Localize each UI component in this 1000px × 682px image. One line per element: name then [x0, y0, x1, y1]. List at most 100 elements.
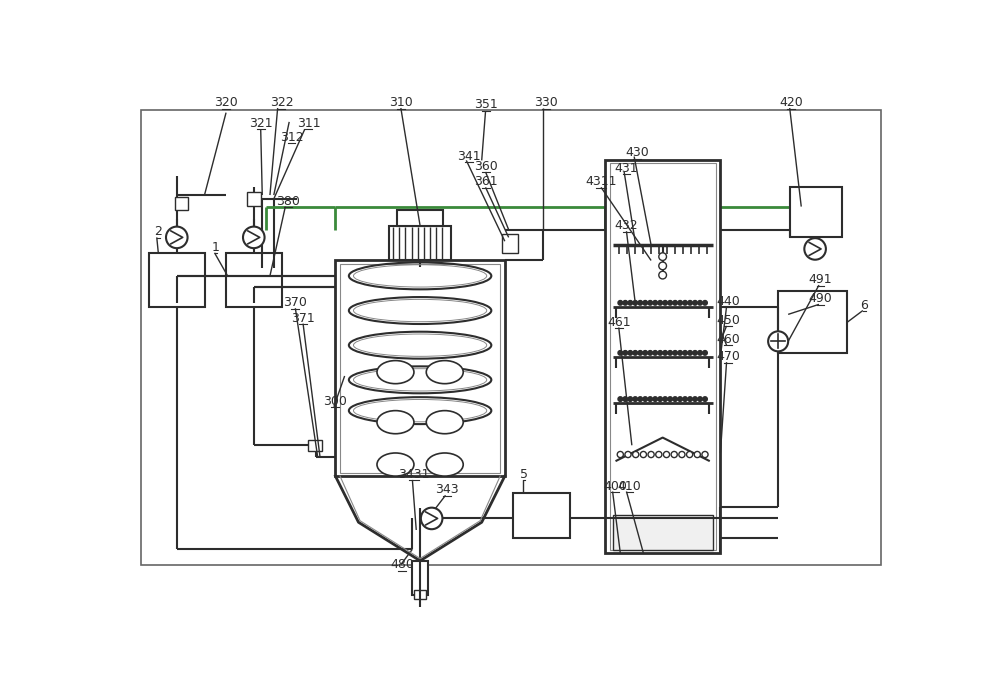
Text: 351: 351	[474, 98, 497, 111]
Circle shape	[804, 238, 826, 260]
Text: 321: 321	[249, 117, 273, 130]
Circle shape	[668, 301, 672, 305]
Circle shape	[683, 301, 687, 305]
Text: 2: 2	[154, 226, 162, 239]
Circle shape	[678, 351, 682, 355]
Circle shape	[633, 397, 638, 402]
Circle shape	[688, 351, 692, 355]
Circle shape	[659, 262, 666, 269]
Circle shape	[673, 301, 677, 305]
Text: 300: 300	[323, 395, 347, 408]
Text: 4311: 4311	[585, 175, 617, 188]
Bar	[175, 197, 188, 209]
Circle shape	[623, 397, 628, 402]
Circle shape	[673, 397, 677, 402]
Text: 480: 480	[390, 558, 414, 571]
Circle shape	[643, 301, 648, 305]
Circle shape	[648, 397, 653, 402]
Circle shape	[698, 351, 702, 355]
Circle shape	[653, 301, 657, 305]
Text: 311: 311	[297, 117, 320, 130]
Ellipse shape	[426, 411, 463, 434]
Text: 461: 461	[607, 316, 631, 329]
Text: 360: 360	[474, 160, 497, 173]
Text: 440: 440	[716, 295, 740, 308]
Circle shape	[628, 301, 633, 305]
Circle shape	[653, 351, 657, 355]
Bar	[397, 211, 443, 226]
Circle shape	[648, 451, 654, 458]
Circle shape	[698, 397, 702, 402]
Bar	[412, 561, 428, 595]
Circle shape	[668, 351, 672, 355]
Circle shape	[703, 301, 707, 305]
Text: 343: 343	[435, 484, 459, 496]
Circle shape	[658, 301, 662, 305]
Bar	[613, 516, 713, 550]
Circle shape	[658, 397, 662, 402]
Circle shape	[643, 397, 648, 402]
Circle shape	[166, 226, 188, 248]
Circle shape	[638, 397, 643, 402]
Text: 1: 1	[212, 241, 220, 254]
Bar	[610, 164, 716, 550]
Bar	[141, 110, 881, 565]
Text: 330: 330	[534, 96, 557, 109]
Circle shape	[659, 271, 666, 279]
Bar	[247, 192, 261, 206]
Circle shape	[618, 351, 623, 355]
Circle shape	[693, 351, 697, 355]
Circle shape	[703, 397, 707, 402]
Text: 320: 320	[214, 96, 238, 109]
Circle shape	[643, 351, 648, 355]
Bar	[512, 493, 570, 537]
Circle shape	[618, 397, 623, 402]
Text: 410: 410	[618, 479, 641, 492]
Circle shape	[658, 351, 662, 355]
Ellipse shape	[377, 453, 414, 476]
Text: 491: 491	[809, 273, 832, 286]
Text: 310: 310	[389, 96, 413, 109]
Circle shape	[638, 351, 643, 355]
Text: 490: 490	[809, 293, 832, 306]
Text: 460: 460	[716, 333, 740, 346]
Circle shape	[640, 451, 646, 458]
Bar	[414, 590, 426, 599]
Circle shape	[768, 331, 788, 351]
Text: 3431: 3431	[398, 468, 430, 481]
Text: 380: 380	[276, 194, 300, 208]
Circle shape	[702, 451, 708, 458]
Text: 431: 431	[615, 162, 638, 175]
Circle shape	[421, 507, 442, 529]
Circle shape	[683, 397, 687, 402]
Ellipse shape	[426, 453, 463, 476]
Text: 322: 322	[270, 96, 293, 109]
Text: 470: 470	[716, 351, 740, 364]
Circle shape	[648, 301, 653, 305]
Bar	[605, 160, 720, 553]
Bar	[340, 263, 500, 473]
Circle shape	[671, 451, 677, 458]
Text: 361: 361	[474, 175, 497, 188]
Circle shape	[623, 301, 628, 305]
Circle shape	[618, 301, 623, 305]
Circle shape	[623, 351, 628, 355]
Ellipse shape	[377, 411, 414, 434]
Circle shape	[687, 451, 693, 458]
Text: 5: 5	[520, 468, 528, 481]
Circle shape	[688, 301, 692, 305]
Circle shape	[625, 451, 631, 458]
Circle shape	[656, 451, 662, 458]
Circle shape	[617, 451, 623, 458]
Text: 6: 6	[860, 299, 868, 312]
Circle shape	[663, 397, 667, 402]
Circle shape	[663, 351, 667, 355]
Circle shape	[628, 351, 633, 355]
Circle shape	[679, 451, 685, 458]
Circle shape	[633, 451, 639, 458]
Circle shape	[633, 351, 638, 355]
Text: 400: 400	[603, 479, 627, 492]
Circle shape	[673, 351, 677, 355]
Circle shape	[683, 351, 687, 355]
Circle shape	[638, 301, 643, 305]
